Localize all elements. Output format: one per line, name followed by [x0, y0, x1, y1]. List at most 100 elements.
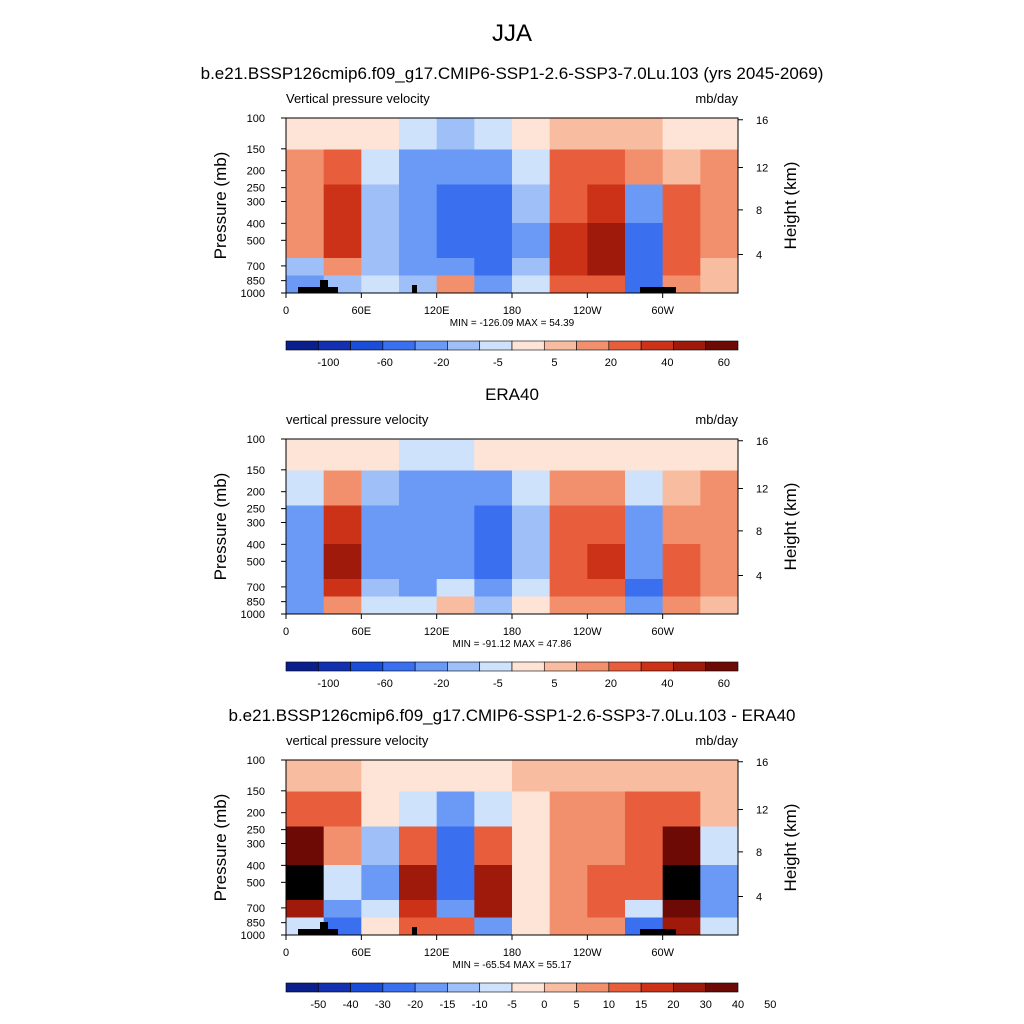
heatmap-cell: [474, 149, 513, 185]
colorbar-box: [576, 982, 610, 993]
y-right-tick-label: 12: [756, 484, 768, 496]
colorbar-box: [640, 661, 674, 672]
panel-3-variable-label: vertical pressure velocity: [286, 733, 429, 748]
heatmap-cell: [700, 544, 739, 580]
y-tick-label: 400: [247, 539, 265, 551]
y-tick-label: 100: [247, 434, 265, 446]
heatmap-cell: [436, 223, 475, 259]
topography-sumatra: [412, 927, 417, 935]
heatmap-cell: [587, 760, 626, 792]
heatmap-cell: [399, 184, 438, 224]
heatmap-cell: [436, 184, 475, 224]
x-tick-label: 60E: [352, 626, 372, 638]
y-tick-label: 700: [247, 582, 265, 594]
heatmap-cell: [662, 760, 701, 792]
x-tick-label: 180: [503, 947, 521, 959]
heatmap-cell: [625, 505, 664, 545]
colorbar-label: 15: [635, 999, 647, 1011]
y-tick-label: 850: [247, 276, 265, 288]
heatmap-cell: [512, 118, 551, 150]
heatmap-cell: [399, 275, 438, 294]
heatmap-cell: [436, 760, 475, 792]
heatmap-cell: [587, 505, 626, 545]
heatmap-cell: [700, 826, 739, 866]
colorbar-label: -40: [343, 999, 359, 1011]
heatmap-cell: [286, 439, 325, 471]
heatmap-cell: [474, 865, 513, 901]
heatmap-cell: [512, 223, 551, 259]
heatmap-cell: [662, 579, 701, 597]
heatmap-cell: [361, 791, 400, 827]
x-tick-label: 60W: [651, 305, 674, 317]
heatmap-cell: [625, 900, 664, 918]
x-tick-label: 120W: [573, 947, 602, 959]
heatmap-cell: [549, 760, 588, 792]
y-tick-label: 100: [247, 755, 265, 767]
heatmap-cell: [700, 184, 739, 224]
heatmap-cell: [700, 149, 739, 185]
y-axis-label: Pressure (mb): [211, 152, 230, 260]
heatmap-cell: [549, 149, 588, 185]
heatmap-cell: [662, 544, 701, 580]
heatmap-cell: [474, 826, 513, 866]
colorbar-label: -100: [317, 678, 339, 690]
y-tick-label: 150: [247, 465, 265, 477]
heatmap-cell: [625, 184, 664, 224]
colorbar-label: -100: [317, 357, 339, 369]
topography-sumatra: [412, 285, 417, 293]
heatmap-cell: [286, 184, 325, 224]
y-tick-label: 850: [247, 597, 265, 609]
heatmap-cell: [361, 579, 400, 597]
heatmap-cell: [700, 118, 739, 150]
heatmap-cell: [361, 470, 400, 506]
colorbar-box: [576, 661, 610, 672]
heatmap-cell: [286, 118, 325, 150]
colorbar-label: 20: [667, 999, 679, 1011]
x-tick-label: 120E: [424, 626, 450, 638]
heatmap-cell: [286, 223, 325, 259]
colorbar-box: [317, 661, 351, 672]
heatmap-cell: [549, 865, 588, 901]
heatmap-cell: [361, 149, 400, 185]
heatmap-cell: [549, 544, 588, 580]
heatmap-cell: [625, 760, 664, 792]
x-tick-label: 120W: [573, 626, 602, 638]
heatmap-cell: [700, 470, 739, 506]
heatmap-cell: [662, 470, 701, 506]
y-tick-label: 300: [247, 838, 265, 850]
heatmap-cell: [286, 149, 325, 185]
heatmap-cell: [625, 439, 664, 471]
panel-2-title: ERA40: [485, 385, 539, 404]
colorbar-label: 5: [574, 999, 580, 1011]
heatmap-cell: [474, 470, 513, 506]
y-tick-label: 150: [247, 144, 265, 156]
colorbar-label: -15: [439, 999, 455, 1011]
y-tick-label: 1000: [241, 609, 265, 621]
colorbar-box: [447, 982, 481, 993]
heatmap-cell: [512, 439, 551, 471]
heatmap-cell: [587, 184, 626, 224]
heatmap-cell: [587, 258, 626, 276]
figure-title: JJA: [491, 20, 532, 47]
y-axis-label: Pressure (mb): [211, 473, 230, 581]
y-tick-label: 200: [247, 487, 265, 499]
topography-africa: [298, 929, 338, 935]
heatmap-cell: [399, 579, 438, 597]
panel-2-stats: MIN = -91.12 MAX = 47.86: [453, 639, 572, 650]
heatmap-cell: [361, 439, 400, 471]
colorbar-box: [576, 340, 610, 351]
heatmap-cell: [323, 791, 362, 827]
panel-3-title: b.e21.BSSP126cmip6.f09_g17.CMIP6-SSP1-2.…: [228, 706, 796, 725]
y-tick-label: 1000: [241, 930, 265, 942]
heatmap-cell: [323, 184, 362, 224]
panel-2-units-label: mb/day: [695, 412, 738, 427]
colorbar-box: [317, 982, 351, 993]
heatmap-cell: [474, 579, 513, 597]
heatmap-cell: [512, 579, 551, 597]
topography-highland: [320, 280, 328, 288]
heatmap-cell: [625, 223, 664, 259]
x-tick-label: 120W: [573, 305, 602, 317]
y-tick-label: 700: [247, 903, 265, 915]
colorbar-label: 5: [551, 357, 557, 369]
heatmap-cell: [625, 865, 664, 901]
